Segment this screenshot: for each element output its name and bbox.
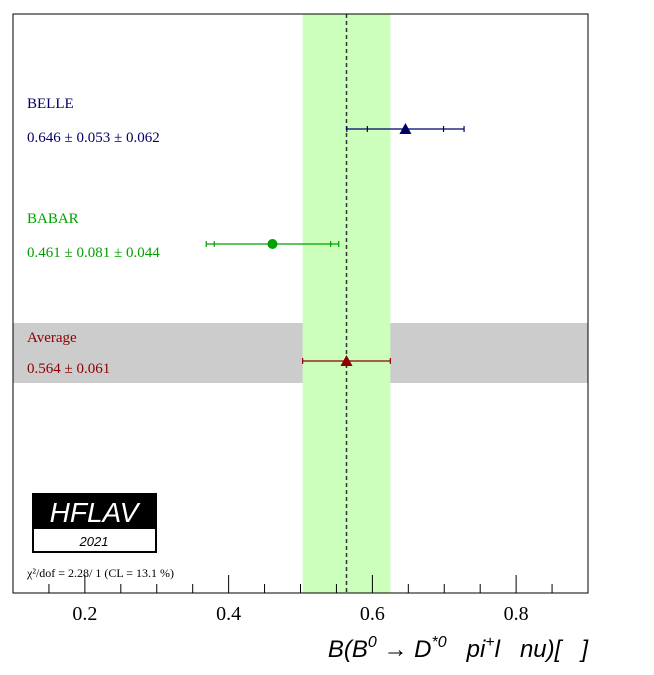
measurement-name: BELLE [27, 96, 74, 112]
x-tick-label: 0.4 [216, 603, 241, 625]
measurement-value: 0.461 ± 0.081 ± 0.044 [27, 245, 160, 261]
x-tick-label: 0.8 [504, 603, 529, 625]
data-point [399, 123, 412, 134]
average-name: Average [27, 330, 77, 346]
x-axis-title: B(B0 → D*0 pi+l nu)[ ] [328, 634, 589, 663]
average-row-band [13, 323, 588, 383]
chi2-text: χ²/dof = 2.28/ 1 (CL = 13.1 %) [26, 566, 174, 580]
average-point [340, 355, 353, 366]
logo-name: HFLAV [50, 497, 141, 528]
hflav-logo: HFLAV 2021 [32, 493, 157, 553]
x-tick-label: 0.2 [72, 603, 97, 625]
measurement-name: BABAR [27, 211, 79, 227]
average-value: 0.564 ± 0.061 [27, 361, 110, 377]
measurement-value: 0.646 ± 0.053 ± 0.062 [27, 130, 160, 146]
x-tick-label: 0.6 [360, 603, 385, 625]
logo-year: 2021 [79, 534, 109, 549]
data-point [267, 239, 278, 249]
